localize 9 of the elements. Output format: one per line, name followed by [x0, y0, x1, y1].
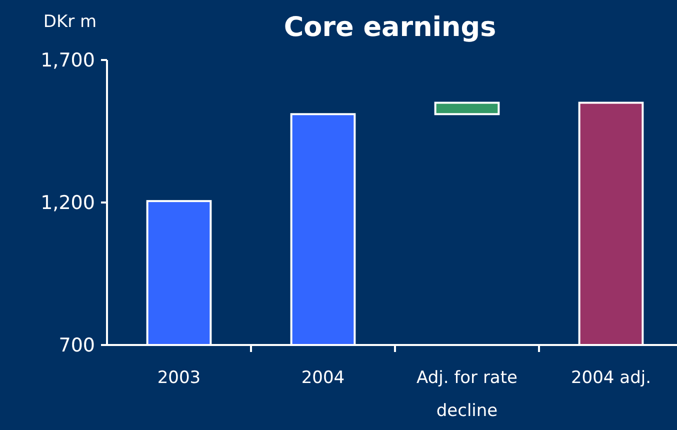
x-tick-label: 2003	[157, 368, 201, 388]
x-tick-label: 2004	[301, 368, 345, 388]
x-tick-label: Adj. for rate decline	[416, 368, 518, 421]
y-tick-label: 1,200	[40, 192, 95, 214]
x-tick-label: 2004 adj.	[570, 368, 652, 388]
y-axis-title: DKr m	[43, 12, 97, 32]
chart-title: Core earnings	[284, 12, 496, 43]
y-tick-label: 1,700	[40, 50, 95, 72]
y-tick-label: 700	[58, 334, 95, 357]
